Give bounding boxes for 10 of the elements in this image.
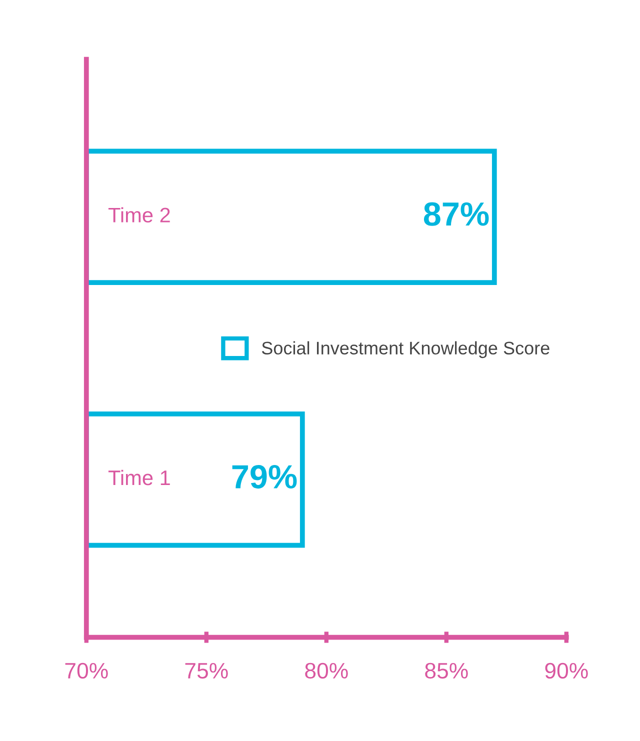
text: 79%: [232, 464, 297, 489]
text: 87%: [424, 202, 489, 226]
x-tick-label: 75%: [185, 662, 228, 679]
x-tick-label: 85%: [425, 662, 468, 679]
y-tick-label: Time 2: [108, 207, 170, 223]
x-tick-label: 70%: [65, 662, 108, 679]
legend-label: Social Investment Knowledge Score: [262, 341, 550, 358]
x-tick-label: 90%: [545, 662, 588, 679]
y-tick-label: Time 1: [108, 470, 170, 486]
x-tick-label: 80%: [305, 662, 348, 679]
